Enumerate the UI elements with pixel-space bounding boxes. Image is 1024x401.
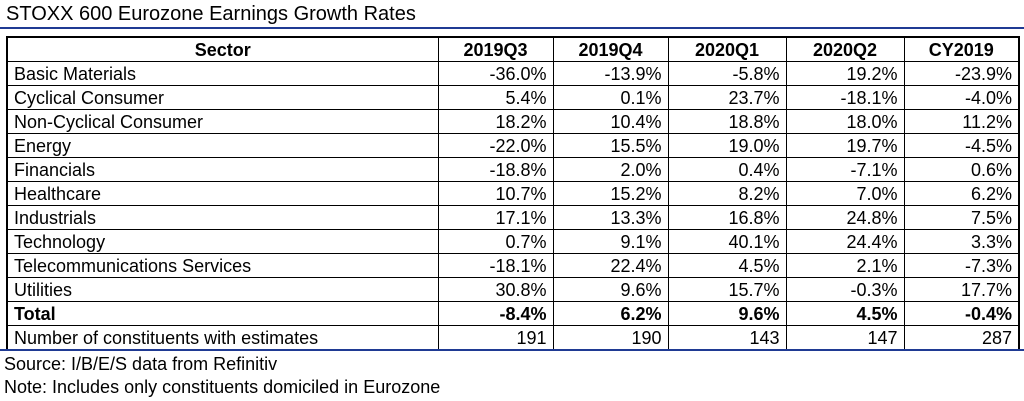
cell-2019q3: 0.7% (437, 229, 554, 254)
header-sector: Sector (6, 36, 439, 62)
cell-cy2019: 17.7% (903, 277, 1020, 302)
cell-2020q1: 19.0% (667, 133, 787, 158)
title-underline (0, 27, 1024, 29)
cell-cy2019: -0.4% (903, 301, 1020, 326)
header-2020q1: 2020Q1 (667, 36, 787, 62)
cell-sector: Total (6, 301, 439, 326)
cell-sector: Cyclical Consumer (6, 85, 439, 110)
cell-2019q3: 30.8% (437, 277, 554, 302)
table-row: Healthcare 10.7% 15.2% 8.2% 7.0% 6.2% (6, 181, 1020, 206)
earnings-growth-table: Sector 2019Q3 2019Q4 2020Q1 2020Q2 CY201… (6, 36, 1020, 351)
table-row: Technology 0.7% 9.1% 40.1% 24.4% 3.3% (6, 229, 1020, 254)
header-2020q2: 2020Q2 (785, 36, 905, 62)
cell-2019q4: 9.1% (552, 229, 669, 254)
cell-2020q2: 24.4% (785, 229, 905, 254)
cell-2020q2: 2.1% (785, 253, 905, 278)
header-2019q3: 2019Q3 (437, 36, 554, 62)
cell-2019q4: 9.6% (552, 277, 669, 302)
table-row: Non-Cyclical Consumer 18.2% 10.4% 18.8% 18.0… (6, 109, 1020, 134)
cell-2020q2: 24.8% (785, 205, 905, 230)
table-row: Energy -22.0% 15.5% 19.0% 19.7% -4.5% (6, 133, 1020, 158)
cell-2019q3: -22.0% (437, 133, 554, 158)
cell-2020q2: 4.5% (785, 301, 905, 326)
table-row: Basic Materials -36.0% -13.9% -5.8% 19.2% -23… (6, 61, 1020, 86)
cell-2019q3: 5.4% (437, 85, 554, 110)
cell-2019q4: 22.4% (552, 253, 669, 278)
cell-cy2019: 11.2% (903, 109, 1020, 134)
table-row: Utilities 30.8% 9.6% 15.7% -0.3% 17.7% (6, 277, 1020, 302)
table-row: Industrials 17.1% 13.3% 16.8% 24.8% 7.5% (6, 205, 1020, 230)
cell-cy2019: 7.5% (903, 205, 1020, 230)
cell-sector: Number of constituents with estimates (6, 325, 439, 351)
cell-cy2019: 287 (903, 325, 1020, 351)
cell-2019q3: -18.8% (437, 157, 554, 182)
cell-cy2019: 6.2% (903, 181, 1020, 206)
cell-2019q4: 2.0% (552, 157, 669, 182)
cell-2019q4: 13.3% (552, 205, 669, 230)
cell-2019q3: -18.1% (437, 253, 554, 278)
table-row: Cyclical Consumer 5.4% 0.1% 23.7% -18.1% -4.0… (6, 85, 1020, 110)
cell-cy2019: -7.3% (903, 253, 1020, 278)
cell-2020q1: 8.2% (667, 181, 787, 206)
cell-2020q1: -5.8% (667, 61, 787, 86)
cell-2020q1: 16.8% (667, 205, 787, 230)
cell-2019q4: 15.2% (552, 181, 669, 206)
cell-sector: Technology (6, 229, 439, 254)
cell-2019q4: 0.1% (552, 85, 669, 110)
cell-2019q3: 17.1% (437, 205, 554, 230)
cell-2020q2: 19.2% (785, 61, 905, 86)
cell-2020q2: 147 (785, 325, 905, 351)
scope-note: Note: Includes only constituents domicil… (4, 377, 441, 397)
cell-2019q3: 10.7% (437, 181, 554, 206)
cell-2019q4: -13.9% (552, 61, 669, 86)
header-2019q4: 2019Q4 (552, 36, 669, 62)
constituents-row: Number of constituents with estimates 191… (6, 325, 1020, 351)
cell-2020q1: 9.6% (667, 301, 787, 326)
cell-2020q2: 7.0% (785, 181, 905, 206)
cell-sector: Energy (6, 133, 439, 158)
table-body: Basic Materials -36.0% -13.9% -5.8% 19.2% -23… (6, 61, 1020, 351)
table-row: Telecommunications Services -18.1% 22.4% 4.… (6, 253, 1020, 278)
cell-2019q3: 191 (437, 325, 554, 351)
cell-cy2019: 3.3% (903, 229, 1020, 254)
cell-2020q1: 0.4% (667, 157, 787, 182)
source-note: Source: I/B/E/S data from Refinitiv (4, 354, 278, 374)
cell-cy2019: -4.0% (903, 85, 1020, 110)
cell-sector: Non-Cyclical Consumer (6, 109, 439, 134)
cell-2020q1: 40.1% (667, 229, 787, 254)
cell-2020q2: -0.3% (785, 277, 905, 302)
cell-cy2019: 0.6% (903, 157, 1020, 182)
cell-2019q4: 6.2% (552, 301, 669, 326)
cell-2020q2: 19.7% (785, 133, 905, 158)
cell-2019q3: -8.4% (437, 301, 554, 326)
cell-2020q2: -7.1% (785, 157, 905, 182)
table-row: Financials -18.8% 2.0% 0.4% -7.1% 0.6% (6, 157, 1020, 182)
cell-sector: Financials (6, 157, 439, 182)
cell-sector: Healthcare (6, 181, 439, 206)
cell-cy2019: -23.9% (903, 61, 1020, 86)
cell-2019q3: -36.0% (437, 61, 554, 86)
cell-sector: Basic Materials (6, 61, 439, 86)
cell-sector: Industrials (6, 205, 439, 230)
cell-sector: Telecommunications Services (6, 253, 439, 278)
total-row: Total -8.4% 6.2% 9.6% 4.5% -0.4% (6, 301, 1020, 326)
header-row: Sector 2019Q3 2019Q4 2020Q1 2020Q2 CY201… (6, 36, 1020, 62)
cell-2020q2: 18.0% (785, 109, 905, 134)
cell-2019q4: 10.4% (552, 109, 669, 134)
cell-cy2019: -4.5% (903, 133, 1020, 158)
cell-2019q4: 190 (552, 325, 669, 351)
cell-2020q2: -18.1% (785, 85, 905, 110)
table-title: STOXX 600 Eurozone Earnings Growth Rates (6, 3, 416, 25)
footer-rule (0, 349, 1024, 351)
cell-2020q1: 4.5% (667, 253, 787, 278)
cell-2019q4: 15.5% (552, 133, 669, 158)
cell-2020q1: 15.7% (667, 277, 787, 302)
header-cy2019: CY2019 (903, 36, 1020, 62)
cell-sector: Utilities (6, 277, 439, 302)
cell-2020q1: 18.8% (667, 109, 787, 134)
cell-2020q1: 23.7% (667, 85, 787, 110)
cell-2019q3: 18.2% (437, 109, 554, 134)
cell-2020q1: 143 (667, 325, 787, 351)
